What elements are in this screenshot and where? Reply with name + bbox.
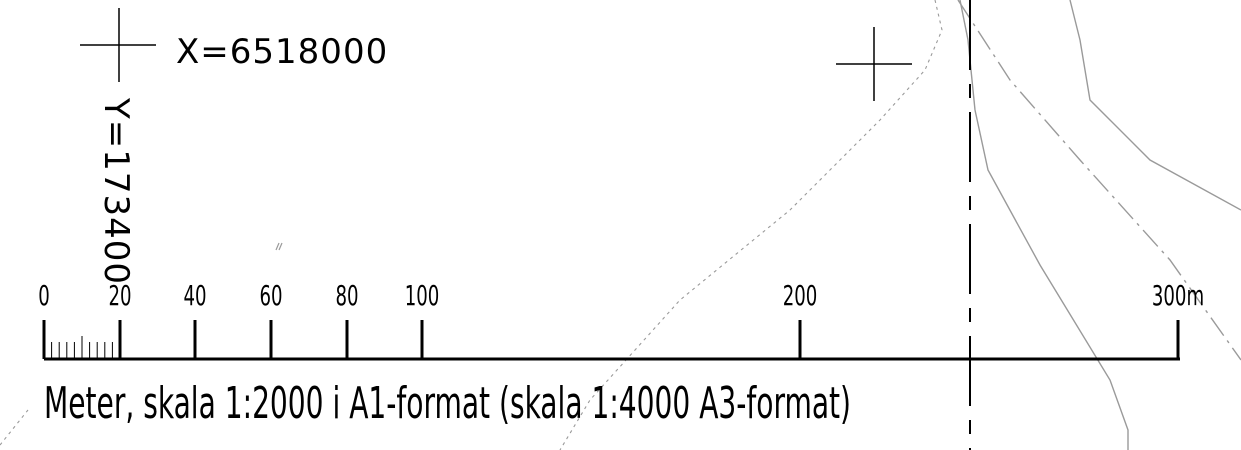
coord-x-label: X=6518000 bbox=[176, 32, 388, 72]
scale-label-40: 40 bbox=[183, 279, 206, 312]
small-mark bbox=[275, 242, 283, 251]
scale-label-20: 20 bbox=[108, 279, 131, 312]
scale-bar bbox=[42, 320, 1180, 361]
scale-label-100: 100 bbox=[405, 279, 440, 312]
grid-cross-1 bbox=[80, 8, 156, 82]
path-dotted-line bbox=[559, 0, 943, 450]
scale-label-60: 60 bbox=[259, 279, 282, 312]
grid-cross-2 bbox=[836, 27, 912, 101]
scale-label-200: 200 bbox=[783, 279, 818, 312]
scale-label-0: 0 bbox=[38, 279, 50, 312]
road-edge-left bbox=[959, 0, 1129, 450]
scale-minor-ticks bbox=[51, 336, 113, 359]
scale-labels: 0 20 40 60 80 100 200 300m bbox=[38, 279, 1204, 312]
road-edge-right bbox=[1069, 0, 1241, 211]
coord-y-label: Y=173400 bbox=[96, 97, 136, 285]
scale-label-300: 300m bbox=[1152, 279, 1204, 312]
scale-caption: Meter, skala 1:2000 i A1-format (skala 1… bbox=[44, 378, 851, 429]
left-edge-dotted bbox=[0, 409, 29, 446]
scale-label-80: 80 bbox=[335, 279, 358, 312]
road-centerline-dashdot bbox=[957, 0, 1241, 361]
